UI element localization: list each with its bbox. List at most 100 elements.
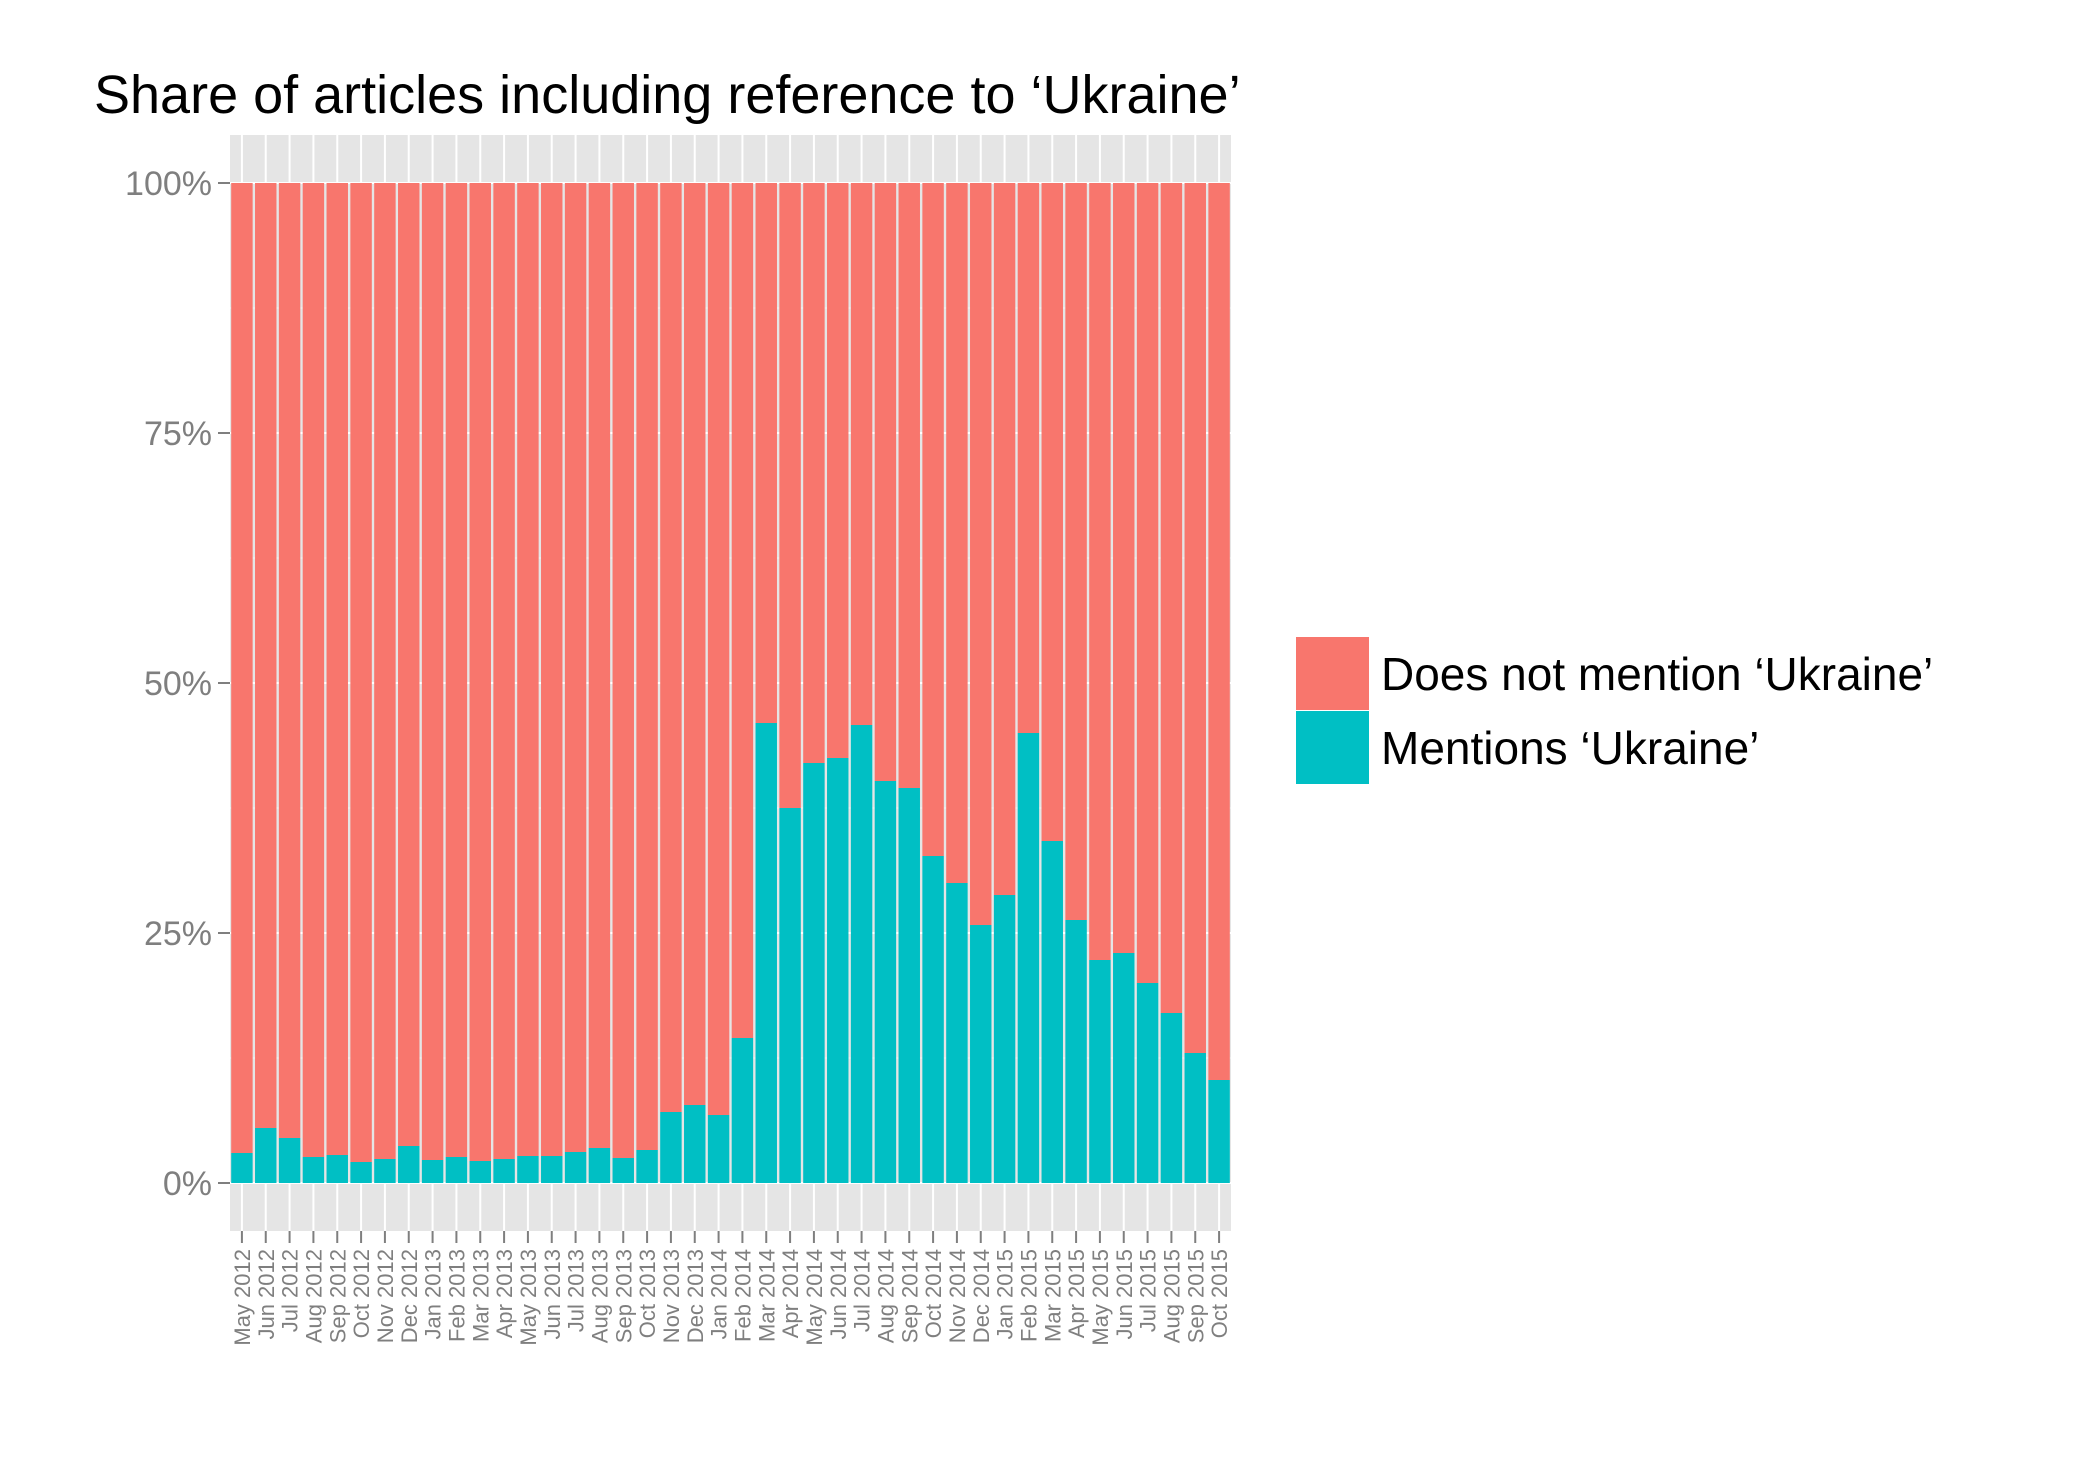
bar-does-not-mention — [946, 183, 968, 883]
bar-mentions — [1017, 733, 1040, 1183]
bar-mentions — [684, 1105, 706, 1183]
bar-does-not-mention — [302, 183, 325, 1157]
bar-mentions — [993, 895, 1016, 1183]
x-tick-label: Jul 2015 — [1136, 1249, 1161, 1332]
bar-mentions — [564, 1152, 587, 1183]
legend-key-does-not-mention — [1296, 637, 1369, 710]
x-tick-label: Sep 2013 — [611, 1249, 636, 1343]
y-tick-label: 0% — [163, 1165, 212, 1203]
bar-does-not-mention — [993, 183, 1016, 895]
x-tick-label: May 2013 — [516, 1249, 541, 1346]
x-tick-label: Jun 2012 — [254, 1249, 279, 1340]
chart-title: Share of articles including reference to… — [94, 65, 1241, 125]
x-tick-label: Jan 2013 — [421, 1249, 446, 1340]
bar-mentions — [874, 781, 897, 1183]
bar-mentions — [707, 1115, 730, 1183]
bar-does-not-mention — [1113, 183, 1135, 953]
bar-mentions — [588, 1148, 611, 1183]
bar-mentions — [970, 925, 992, 1183]
bar-does-not-mention — [898, 183, 920, 788]
x-tick-label: Jan 2014 — [707, 1249, 732, 1340]
x-tick-label: Dec 2012 — [397, 1249, 422, 1343]
bars — [231, 183, 1230, 1183]
bar-does-not-mention — [326, 183, 348, 1155]
bar-mentions — [255, 1128, 277, 1183]
bar-mentions — [421, 1160, 444, 1183]
y-tick-label: 50% — [144, 665, 212, 703]
legend-item-mentions: Mentions ‘Ukraine’ — [1296, 711, 1933, 784]
x-tick-label: May 2012 — [230, 1249, 255, 1346]
bar-mentions — [803, 763, 825, 1183]
x-tick-label: Jul 2012 — [278, 1249, 303, 1332]
y-tick-label: 100% — [125, 165, 212, 203]
x-tick-label: Jun 2015 — [1112, 1249, 1137, 1340]
x-tick-label: Jul 2013 — [564, 1249, 589, 1332]
x-tick-label: Apr 2015 — [1064, 1249, 1089, 1338]
x-tick-label: Jun 2014 — [826, 1249, 851, 1340]
bar-mentions — [636, 1150, 658, 1183]
bar-does-not-mention — [1065, 183, 1087, 920]
bar-mentions — [1089, 960, 1111, 1183]
x-tick-label: Mar 2013 — [468, 1249, 493, 1342]
x-tick-label: May 2015 — [1088, 1249, 1113, 1346]
bar-does-not-mention — [827, 183, 849, 758]
bar-mentions — [350, 1162, 372, 1183]
x-tick-label: Feb 2014 — [730, 1249, 755, 1342]
x-tick-label: Oct 2014 — [921, 1249, 946, 1338]
bar-mentions — [660, 1112, 682, 1183]
bar-does-not-mention — [731, 183, 754, 1038]
bar-mentions — [946, 883, 968, 1183]
bar-does-not-mention — [779, 183, 801, 808]
bar-mentions — [898, 788, 920, 1183]
y-tick-label: 25% — [144, 915, 212, 953]
bar-does-not-mention — [660, 183, 682, 1112]
bar-does-not-mention — [803, 183, 825, 763]
bar-mentions — [1041, 841, 1063, 1183]
bar-mentions — [1136, 983, 1159, 1183]
bar-mentions — [326, 1155, 348, 1183]
bar-mentions — [469, 1161, 491, 1183]
bar-does-not-mention — [278, 183, 301, 1138]
bar-mentions — [231, 1153, 253, 1183]
x-tick-label: Oct 2013 — [635, 1249, 660, 1338]
x-tick-label: May 2014 — [802, 1249, 827, 1346]
bar-mentions — [374, 1159, 396, 1183]
bar-mentions — [827, 758, 849, 1183]
x-tick-label: Nov 2013 — [659, 1249, 684, 1343]
bar-mentions — [445, 1157, 468, 1183]
bar-does-not-mention — [612, 183, 634, 1158]
bar-mentions — [302, 1157, 325, 1183]
bar-does-not-mention — [755, 183, 777, 723]
bar-mentions — [541, 1156, 563, 1183]
bar-mentions — [779, 808, 801, 1183]
bar-mentions — [755, 723, 777, 1183]
x-tick-label: Aug 2013 — [587, 1249, 612, 1343]
x-tick-label: Apr 2014 — [778, 1249, 803, 1338]
legend: Does not mention ‘Ukraine’ Mentions ‘Ukr… — [1296, 637, 1933, 785]
bar-does-not-mention — [874, 183, 897, 781]
bar-mentions — [493, 1159, 515, 1183]
x-tick-label: Feb 2015 — [1016, 1249, 1041, 1342]
x-tick-label: Aug 2015 — [1159, 1249, 1184, 1343]
x-tick-label: Jul 2014 — [850, 1249, 875, 1332]
x-tick-label: Aug 2014 — [873, 1249, 898, 1343]
bar-does-not-mention — [684, 183, 706, 1105]
x-tick-label: Apr 2013 — [492, 1249, 517, 1338]
legend-item-does-not-mention: Does not mention ‘Ukraine’ — [1296, 637, 1933, 710]
bar-mentions — [612, 1158, 634, 1183]
bar-does-not-mention — [1184, 183, 1206, 1053]
x-tick-label: Oct 2015 — [1207, 1249, 1232, 1338]
bar-does-not-mention — [1136, 183, 1159, 983]
bar-does-not-mention — [445, 183, 468, 1157]
bar-mentions — [1184, 1053, 1206, 1183]
x-tick-label: Aug 2012 — [301, 1249, 326, 1343]
bar-does-not-mention — [374, 183, 396, 1159]
x-tick-label: Jun 2013 — [540, 1249, 565, 1340]
y-tick-label: 75% — [144, 415, 212, 453]
bar-does-not-mention — [1208, 183, 1230, 1080]
x-tick-label: Jan 2015 — [993, 1249, 1018, 1340]
x-tick-label: Dec 2013 — [683, 1249, 708, 1343]
bar-does-not-mention — [421, 183, 444, 1160]
bar-mentions — [398, 1146, 420, 1183]
bar-does-not-mention — [1089, 183, 1111, 960]
